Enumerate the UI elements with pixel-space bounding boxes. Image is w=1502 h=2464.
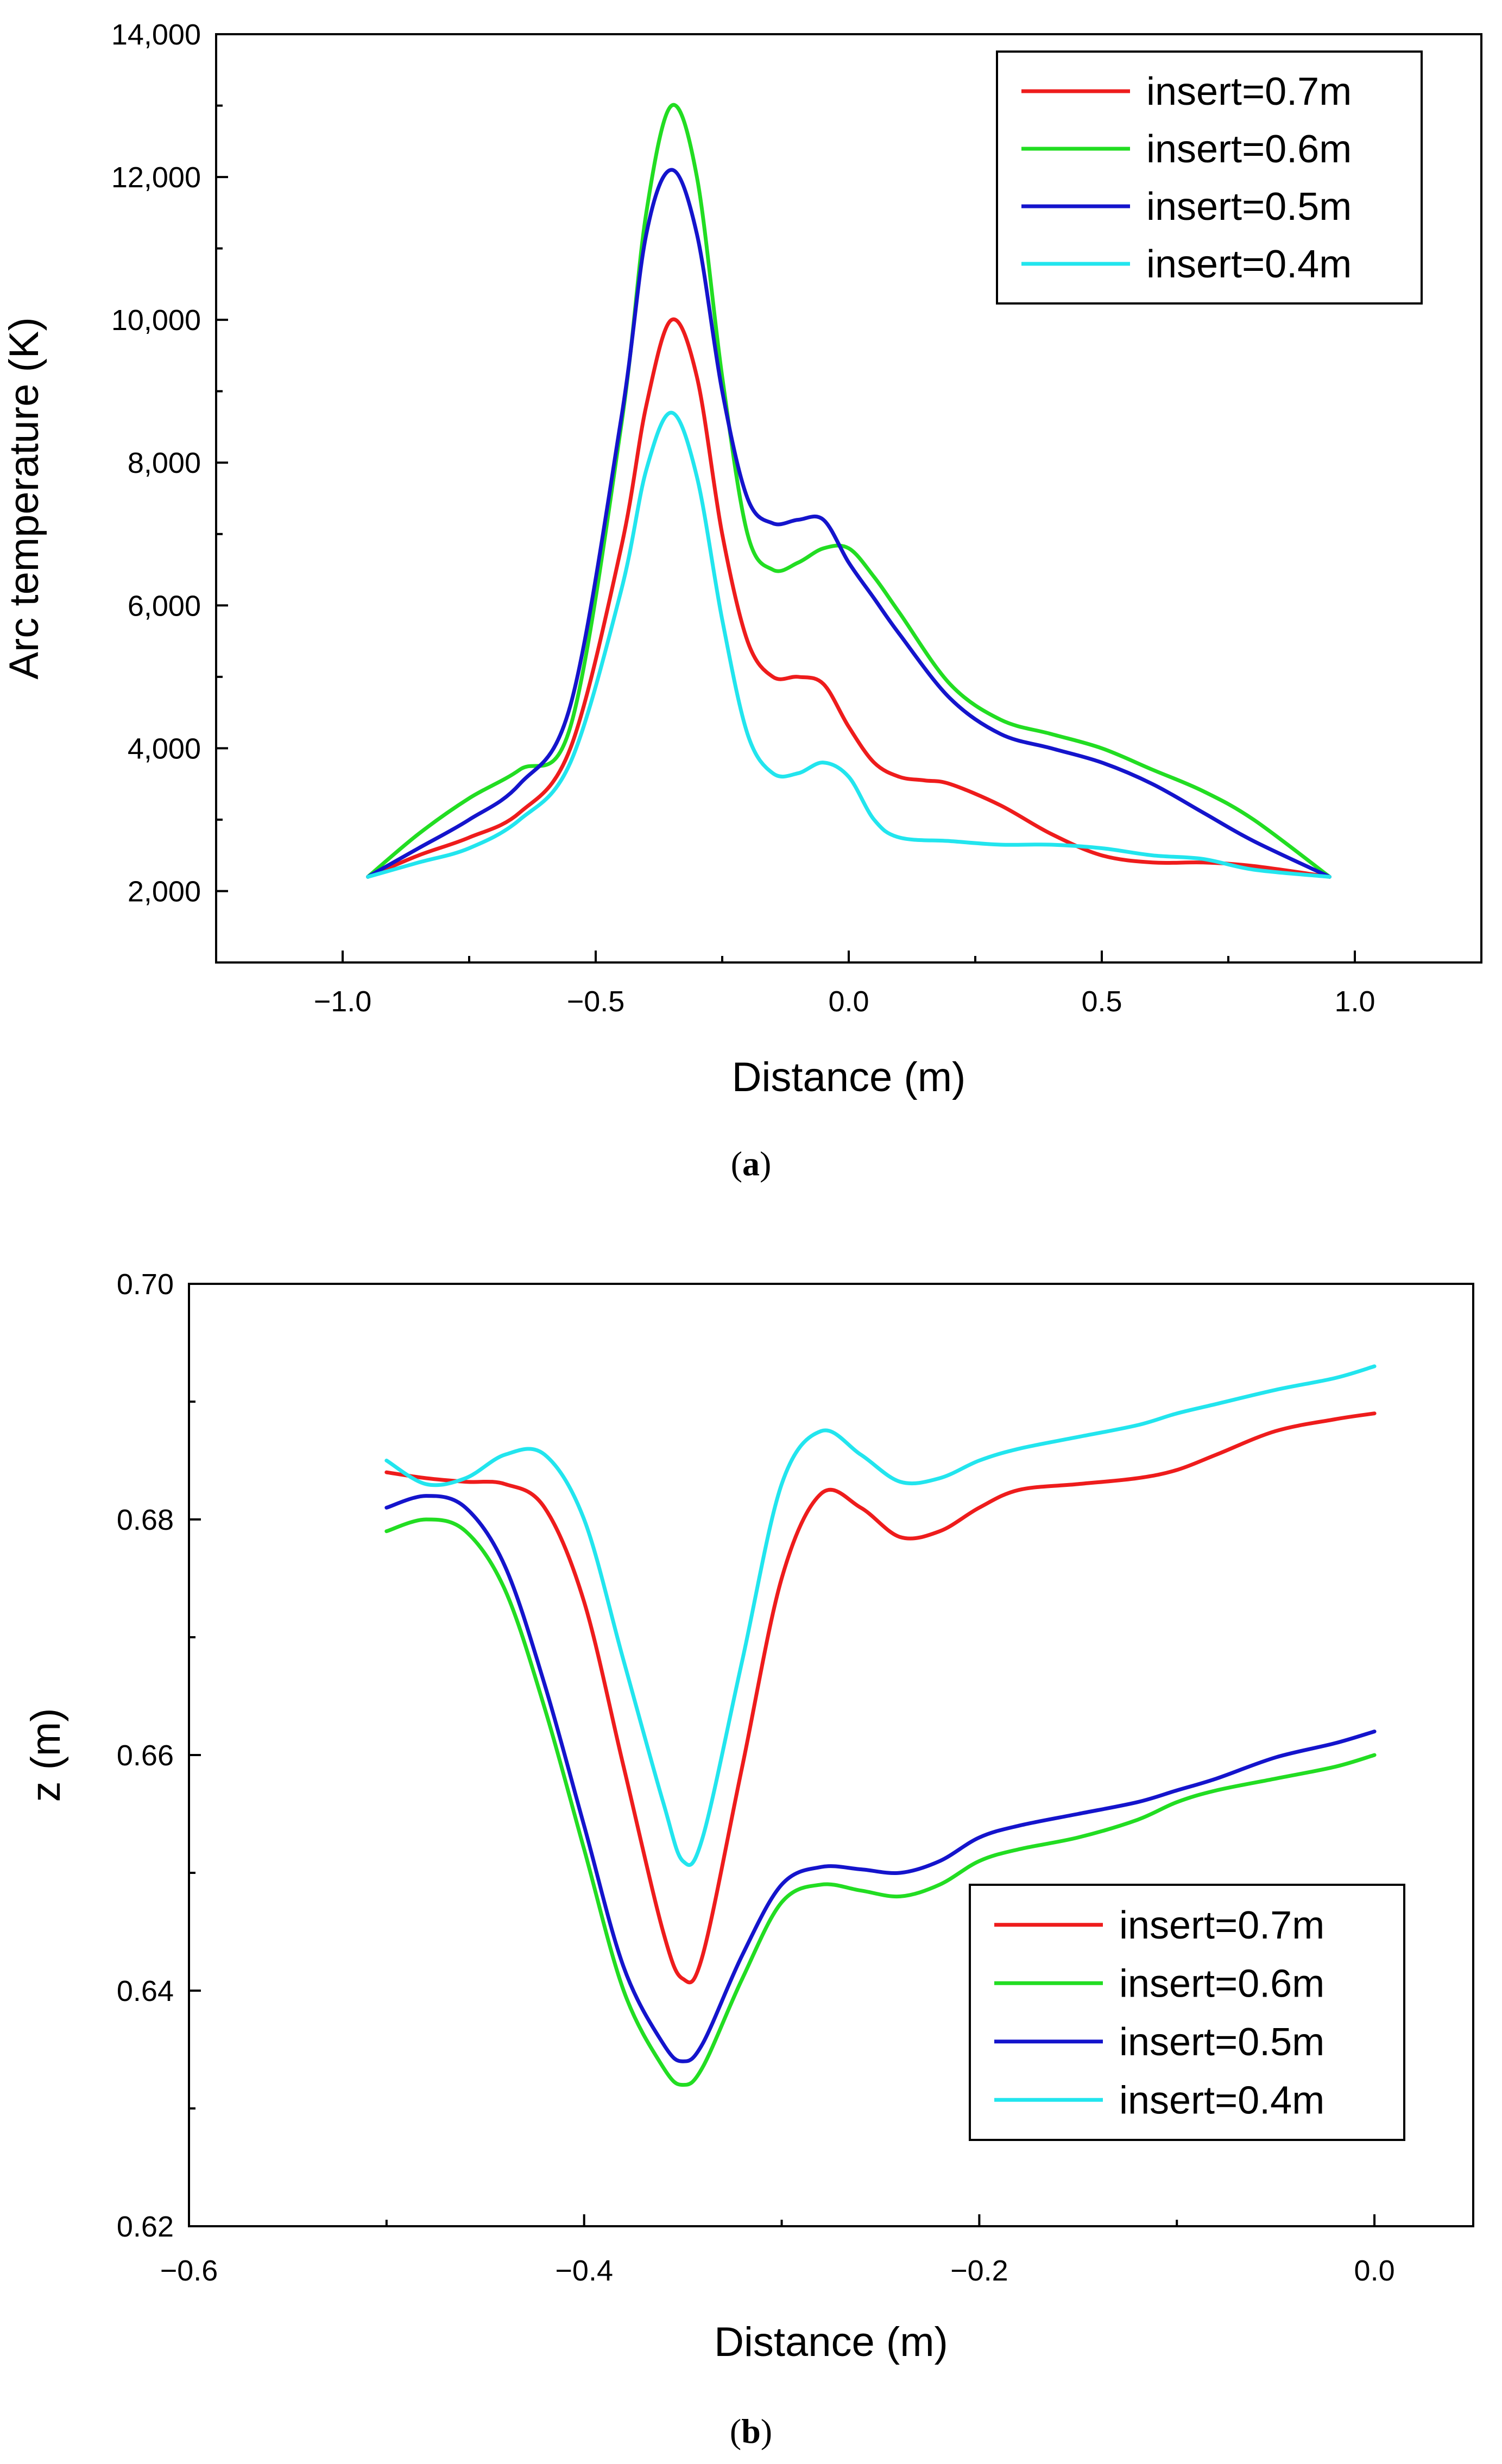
y-tick-label-a: 10,000 [111, 304, 201, 337]
y-tick-label-a: 4,000 [128, 732, 201, 765]
legend-label-b-3: insert=0.5m [1119, 2020, 1324, 2064]
y-axis-title-a: Arc temperature (K) [1, 317, 47, 679]
legend-label-a-2: insert=0.6m [1146, 128, 1352, 171]
legend-label-b-4: insert=0.4m [1119, 2079, 1324, 2122]
series-line-b-3 [384, 1494, 1377, 2063]
y-tick-label-a: 12,000 [111, 161, 201, 194]
legend-label-a-3: insert=0.5m [1146, 185, 1352, 229]
x-tick-label-b: −0.6 [160, 2254, 218, 2287]
y-tick-label-b: 0.64 [117, 1975, 174, 2007]
x-tick-label-b: 0.0 [1354, 2254, 1395, 2287]
series-line-a-2 [366, 103, 1331, 879]
y-tick-label-b: 0.70 [117, 1268, 174, 1301]
series-line-b-2 [384, 1517, 1377, 2087]
x-axis-title-a: Distance (m) [732, 1054, 966, 1100]
y-axis-title-b: z (m) [23, 1708, 69, 1802]
legend-label-b-2: insert=0.6m [1119, 1962, 1324, 2005]
legend-label-b-1: insert=0.7m [1119, 1904, 1324, 1947]
y-tick-label-b: 0.68 [117, 1504, 174, 1536]
x-tick-label-a: −1.0 [314, 985, 372, 1018]
x-tick-label-a: 0.0 [828, 985, 869, 1018]
x-tick-label-a: −0.5 [567, 985, 625, 1018]
legend-box-b [969, 1884, 1405, 2141]
y-tick-label-a: 8,000 [128, 447, 201, 479]
panel-caption-a: (a) [731, 1144, 772, 1183]
y-tick-label-a: 2,000 [128, 875, 201, 908]
y-tick-label-b: 0.62 [117, 2210, 174, 2243]
x-axis-title-b: Distance (m) [714, 2319, 948, 2365]
legend-label-a-1: insert=0.7m [1146, 70, 1352, 113]
chart-panel-a: −1.0 −0.5 0.0 0.5 1.0 2,000 4,000 6,000 8,000 10,… [1, 18, 1482, 1183]
series-line-b-1 [384, 1411, 1377, 1985]
series-line-a-4 [366, 410, 1331, 879]
legend-box-a [996, 50, 1423, 305]
x-tick-label-a: 0.5 [1081, 985, 1122, 1018]
x-tick-label-a: 1.0 [1334, 985, 1375, 1018]
series-line-a-3 [366, 168, 1331, 879]
x-tick-label-b: −0.2 [950, 2254, 1008, 2287]
y-tick-label-a: 6,000 [128, 590, 201, 622]
series-line-b-4 [384, 1364, 1377, 1867]
y-tick-label-a: 14,000 [111, 18, 201, 51]
x-tick-label-b: −0.4 [555, 2254, 613, 2287]
y-tick-label-b: 0.66 [117, 1739, 174, 1772]
chart-panel-b: −0.6 −0.4 −0.2 0.0 0.62 0.64 0.66 0.68 0.70 Dista… [23, 1268, 1474, 2450]
legend-label-a-4: insert=0.4m [1146, 243, 1352, 286]
panel-caption-b: (b) [730, 2412, 772, 2450]
